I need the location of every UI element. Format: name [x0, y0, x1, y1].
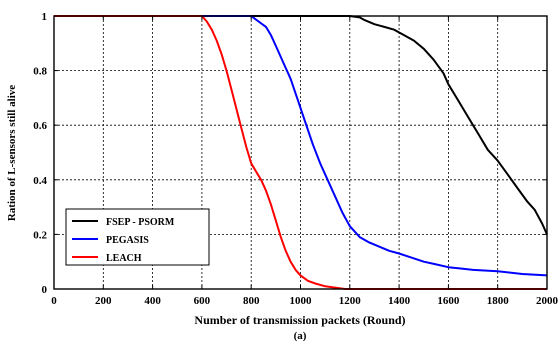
series-line-pegasis: [54, 15, 548, 277]
grid-lines: [54, 16, 547, 289]
y-tick-label: 0.8: [33, 66, 47, 78]
x-tick-label: 1400: [388, 295, 411, 307]
series-lines: [54, 15, 548, 290]
y-tick-label: 1: [42, 11, 48, 23]
legend: FSEP - PSORM PEGASIS LEACH: [65, 208, 210, 266]
x-tick-label: 1000: [290, 295, 313, 307]
figure-caption: (a): [294, 330, 307, 342]
legend-box: [65, 208, 210, 266]
y-axis-label: Ration of L-sensors still alive: [6, 85, 18, 221]
x-axis-label: Number of transmission packets (Round): [194, 313, 405, 327]
x-tick-label: 800: [243, 295, 260, 307]
y-tick-label: 0.6: [33, 120, 47, 132]
legend-label: FSEP - PSORM: [106, 217, 175, 228]
legend-label: LEACH: [106, 253, 142, 264]
x-tick-label: 1200: [339, 295, 362, 307]
x-tick-label: 2000: [536, 295, 559, 307]
y-tick-label: 0.2: [33, 229, 47, 241]
series-line-fsep-psorm: [54, 15, 548, 235]
x-tick-label: 600: [194, 295, 211, 307]
y-tick-label: 0: [42, 284, 48, 296]
x-tick-labels: 0 200 400 600 800 1000 1200 1400 1600 1800 2000: [51, 295, 558, 307]
x-tick-label: 1600: [437, 295, 460, 307]
x-tick-label: 200: [95, 295, 112, 307]
y-tick-labels: 0 0.2 0.4 0.6 0.8 1: [33, 11, 47, 296]
y-tick-label: 0.4: [33, 175, 47, 187]
x-tick-label: 0: [51, 295, 57, 307]
legend-label: PEGASIS: [106, 235, 149, 246]
tick-marks: [53, 15, 548, 290]
x-tick-label: 1800: [487, 295, 510, 307]
series-line-leach: [54, 15, 547, 290]
x-tick-label: 400: [144, 295, 161, 307]
